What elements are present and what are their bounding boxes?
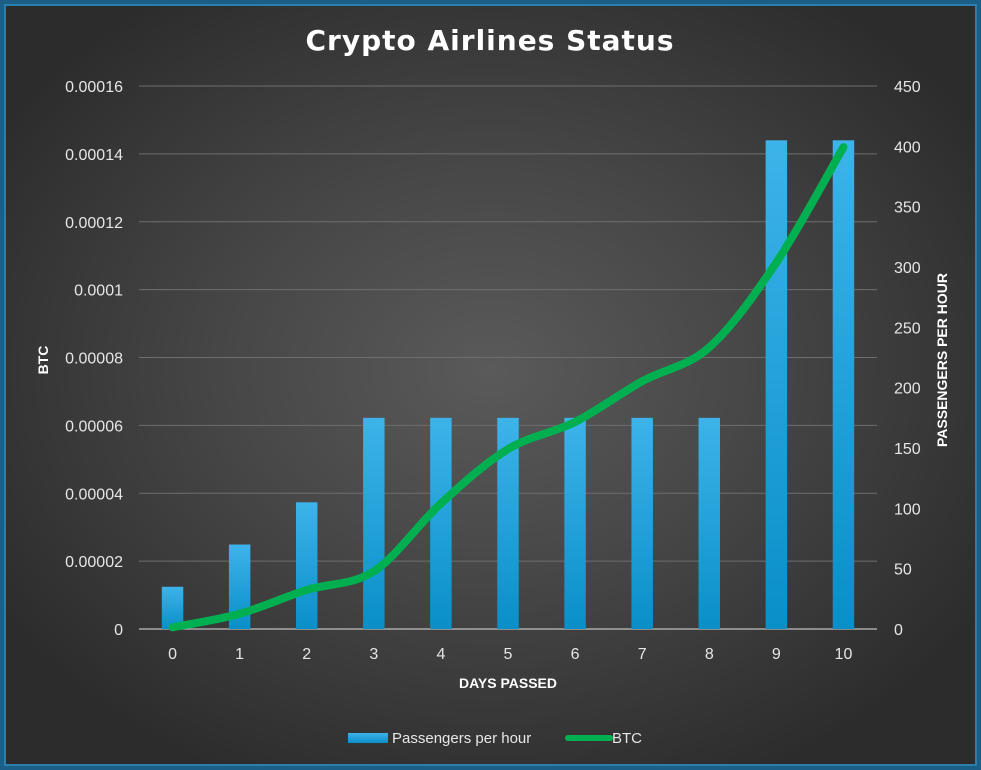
right-tick-label: 150: [894, 441, 921, 458]
left-tick-label: 0.00002: [65, 554, 123, 571]
right-axis-ticks: 0 50 100 150 200 250 300 350 400 450: [894, 79, 921, 639]
right-tick-label: 400: [894, 139, 921, 156]
gridlines: [139, 85, 877, 630]
chart-frame: Crypto Airlines Status 0 0.00002 0.00004 0.…: [4, 4, 977, 766]
legend-label-passengers: Passengers per hour: [392, 730, 531, 747]
btc-line: [168, 143, 848, 632]
right-tick-label: 350: [894, 200, 921, 217]
left-tick-label: 0.00014: [65, 147, 123, 164]
bar-series: [161, 140, 855, 630]
x-tick-label: 4: [436, 646, 445, 663]
chart-title: Crypto Airlines Status: [305, 24, 674, 57]
x-tick-label: 3: [369, 646, 378, 663]
left-tick-label: 0.00016: [65, 79, 123, 96]
left-tick-label: 0.00006: [65, 418, 123, 435]
x-axis-title: DAYS PASSED: [459, 675, 557, 691]
left-tick-label: 0.00012: [65, 215, 123, 232]
left-tick-label: 0: [114, 622, 123, 639]
right-tick-label: 300: [894, 260, 921, 277]
x-tick-label: 0: [168, 646, 177, 663]
bar: [228, 544, 251, 629]
left-tick-label: 0.00008: [65, 351, 123, 368]
x-axis-ticks: 0 1 2 3 4 5 6 7 8 9 10: [168, 646, 852, 663]
left-axis-ticks: 0 0.00002 0.00004 0.00006 0.00008 0.0001 0.000…: [65, 79, 123, 639]
x-tick-label: 2: [302, 646, 311, 663]
right-tick-label: 450: [894, 79, 921, 96]
line-series: [168, 143, 848, 632]
right-tick-label: 100: [894, 501, 921, 518]
x-tick-label: 1: [235, 646, 244, 663]
combo-chart: Crypto Airlines Status 0 0.00002 0.00004 0.…: [35, 24, 950, 747]
right-tick-label: 250: [894, 320, 921, 337]
bar: [631, 417, 653, 629]
legend-swatch-bar: [348, 733, 388, 743]
x-tick-label: 9: [772, 646, 781, 663]
left-tick-label: 0.00004: [65, 486, 123, 503]
x-tick-label: 5: [504, 646, 513, 663]
bar: [832, 140, 855, 630]
right-tick-label: 0: [894, 622, 903, 639]
bar: [497, 417, 519, 629]
right-axis-title: PASSENGERS PER HOUR: [934, 273, 950, 447]
x-tick-label: 6: [571, 646, 580, 663]
bar: [765, 140, 788, 630]
left-tick-label: 0.0001: [74, 283, 123, 300]
x-tick-label: 10: [835, 646, 853, 663]
bar: [295, 502, 318, 629]
right-tick-label: 50: [894, 562, 912, 579]
bar: [363, 417, 385, 629]
x-tick-label: 8: [705, 646, 714, 663]
x-tick-label: 7: [638, 646, 647, 663]
bar: [564, 417, 586, 629]
bar: [698, 417, 721, 629]
legend: Passengers per hour BTC: [348, 730, 642, 747]
bar: [430, 417, 452, 629]
legend-label-btc: BTC: [612, 730, 642, 747]
left-axis-title: BTC: [35, 346, 51, 375]
right-tick-label: 200: [894, 381, 921, 398]
bar: [161, 586, 184, 629]
